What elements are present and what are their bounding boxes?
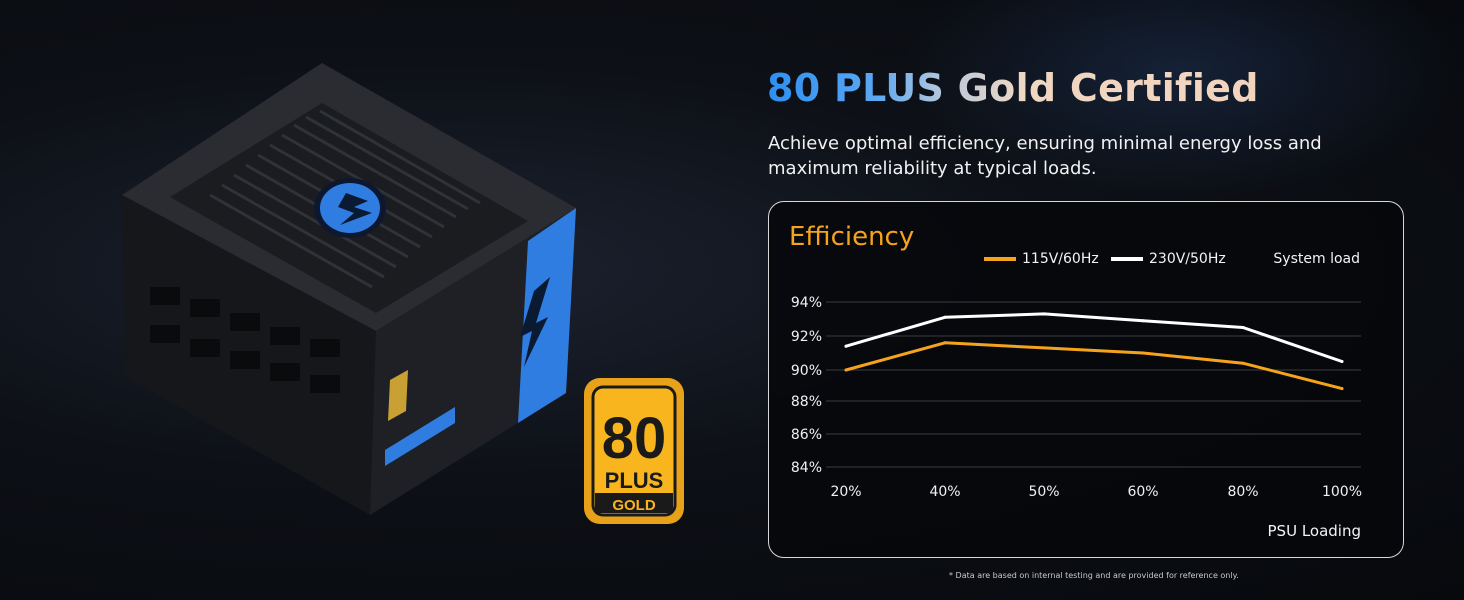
psu-product-image (122, 63, 576, 515)
data-point (1042, 312, 1046, 316)
data-point (1241, 361, 1245, 365)
chart-title: Efficiency (789, 222, 915, 252)
x-tick-label: 80% (1227, 484, 1258, 500)
y-tick-label: 94% (791, 295, 822, 311)
data-point (1340, 360, 1344, 363)
legend-swatch-230v (1111, 257, 1143, 261)
legend-swatch-115v (984, 257, 1016, 261)
data-point (943, 315, 947, 319)
data-point (1340, 387, 1344, 391)
x-tick-label: 20% (830, 484, 861, 500)
y-tick-label: 88% (791, 394, 822, 410)
80-plus-gold-badge: 80 PLUS GOLD (584, 378, 684, 524)
series-line-115v (844, 341, 1344, 391)
y-tick-label: 86% (791, 427, 822, 443)
data-point (844, 368, 848, 372)
chart-x-caption: PSU Loading (1267, 522, 1362, 540)
page-subtitle: Achieve optimal efficiency, ensuring min… (768, 133, 1322, 179)
data-point (844, 344, 848, 348)
series-line-230v (844, 312, 1344, 363)
background-glow (900, 0, 1460, 200)
efficiency-chart-panel: Efficiency 115V/60Hz 230V/50Hz System lo… (768, 201, 1404, 558)
badge-plus: PLUS (605, 468, 664, 493)
data-point (1241, 326, 1245, 329)
legend-label-115v: 115V/60Hz (1022, 251, 1099, 267)
data-point (1141, 351, 1145, 355)
legend-item-115v: 115V/60Hz (984, 251, 1099, 267)
y-tick-label: 84% (791, 460, 822, 476)
badge-number: 80 (602, 406, 667, 471)
x-tick-label: 40% (929, 484, 960, 500)
x-tick-label: 100% (1322, 484, 1362, 500)
data-point (943, 341, 947, 345)
page-heading: 80 PLUS Gold Certified (767, 66, 1259, 110)
footnote: * Data are based on internal testing and… (949, 571, 1239, 580)
x-tick-label: 50% (1028, 484, 1059, 500)
y-tick-label: 90% (791, 363, 822, 379)
legend-item-230v: 230V/50Hz (1111, 251, 1226, 267)
data-point (1042, 346, 1046, 350)
chart-y-caption: System load (1273, 251, 1360, 267)
y-tick-label: 92% (791, 329, 822, 345)
badge-gold: GOLD (612, 497, 655, 514)
efficiency-chart: 84% 86% 88% 90% 92% 94% 20% 40% 50% 60% 80% 100% (791, 295, 1362, 500)
legend-label-230v: 230V/50Hz (1149, 251, 1226, 267)
x-tick-label: 60% (1127, 484, 1158, 500)
data-point (1141, 319, 1145, 323)
